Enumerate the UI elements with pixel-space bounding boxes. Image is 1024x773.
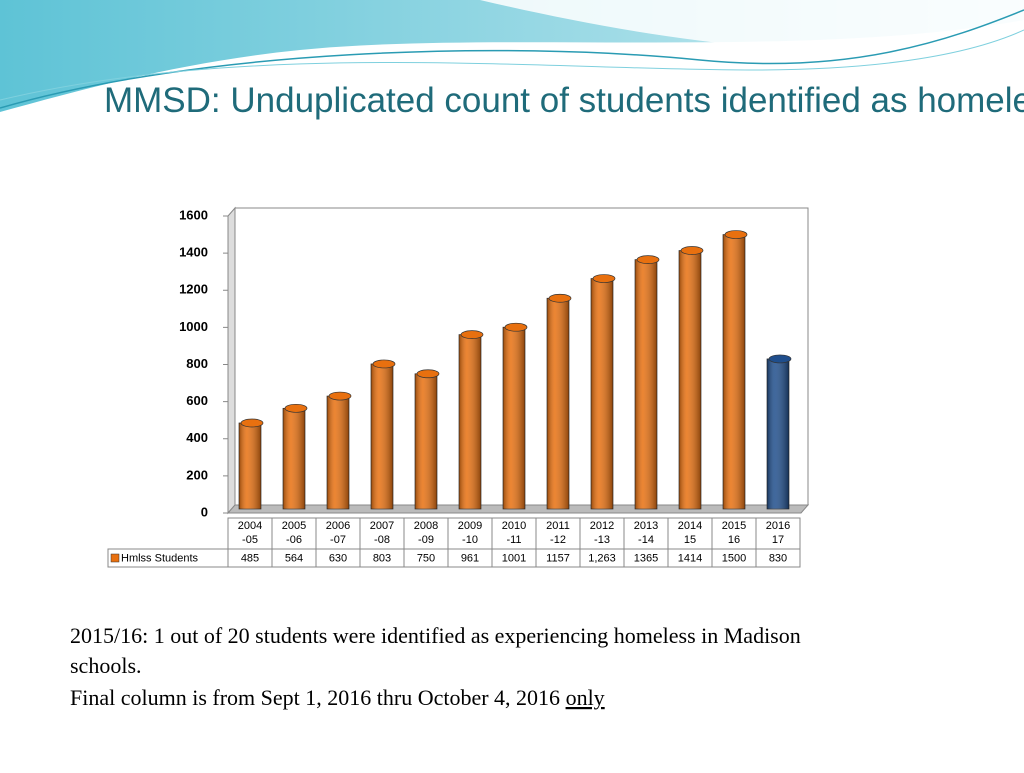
data-label: 1001 bbox=[502, 552, 526, 564]
x-tick-label: 2013 -14 bbox=[634, 520, 658, 546]
y-tick-label: 800 bbox=[186, 356, 208, 371]
bar-shade bbox=[371, 363, 393, 509]
legend-swatch bbox=[110, 553, 120, 563]
side-wall bbox=[227, 206, 236, 515]
y-tick-label: 1400 bbox=[179, 245, 208, 260]
note: Final column is from Sept 1, 2016 thru O… bbox=[70, 685, 605, 710]
data-label: 1365 bbox=[634, 552, 658, 564]
bar-top bbox=[240, 418, 264, 428]
x-tick-label: 2008 -09 bbox=[414, 520, 438, 546]
y-tick-label: 1200 bbox=[179, 282, 208, 297]
note: 2015/16: 1 out of 20 students were ident… bbox=[70, 623, 801, 678]
data-label: 830 bbox=[769, 552, 787, 564]
bar-top bbox=[680, 246, 704, 255]
bar-top bbox=[328, 391, 352, 401]
bar-top bbox=[460, 330, 484, 339]
x-tick-label: 2010 -11 bbox=[502, 520, 526, 546]
y-tick-label: 200 bbox=[186, 467, 208, 482]
bar-shade bbox=[635, 259, 657, 509]
chart-title: MMSD: Unduplicated count of students ide… bbox=[104, 81, 1024, 120]
bar-top bbox=[636, 255, 660, 264]
x-tick-label: 2004 -05 bbox=[238, 520, 262, 546]
x-tick-label: 2015 16 bbox=[722, 520, 746, 546]
bar-shade bbox=[415, 373, 437, 509]
bar-shade bbox=[723, 234, 745, 509]
header-line bbox=[0, 29, 1024, 101]
bar-shade bbox=[547, 298, 569, 509]
bar-top bbox=[724, 230, 748, 239]
bar-shade bbox=[239, 422, 261, 509]
y-tick-label: 1000 bbox=[179, 319, 208, 334]
bar-top bbox=[284, 403, 308, 413]
y-tick-label: 1600 bbox=[179, 207, 208, 222]
x-tick-label: 2014 15 bbox=[678, 520, 702, 546]
note-emphasis: only bbox=[566, 685, 605, 710]
header-wave-light bbox=[480, 0, 1024, 53]
data-label: 803 bbox=[373, 552, 391, 564]
data-label: 961 bbox=[461, 552, 479, 564]
legend-label: Hmlss Students bbox=[121, 552, 199, 564]
data-label: 630 bbox=[329, 552, 347, 564]
x-tick-label: 2016 17 bbox=[766, 520, 790, 546]
bar-shade bbox=[591, 278, 613, 509]
x-tick-label: 2012 -13 bbox=[590, 520, 614, 546]
data-label: 1414 bbox=[678, 552, 702, 564]
bar-shade bbox=[327, 396, 349, 509]
bar-top bbox=[504, 322, 528, 332]
x-tick-label: 2005 -06 bbox=[282, 520, 306, 546]
bar-shade bbox=[767, 358, 789, 509]
bar-top bbox=[548, 293, 572, 303]
bar-top bbox=[416, 369, 440, 379]
data-label: 1,263 bbox=[588, 552, 616, 564]
bar-shade bbox=[503, 327, 525, 509]
data-label: 485 bbox=[241, 552, 259, 564]
bar-shade bbox=[679, 250, 701, 509]
bar-top bbox=[768, 354, 792, 364]
x-tick-label: 2007 -08 bbox=[370, 520, 394, 546]
data-label: 1500 bbox=[722, 552, 746, 564]
y-tick-label: 0 bbox=[201, 504, 208, 519]
bar-shade bbox=[459, 334, 481, 509]
y-tick-label: 600 bbox=[186, 393, 208, 408]
x-tick-label: 2011 -12 bbox=[546, 520, 570, 546]
bar-shade bbox=[283, 408, 305, 509]
y-tick-label: 400 bbox=[186, 430, 208, 445]
bar-top bbox=[592, 274, 616, 283]
table-border bbox=[227, 517, 801, 568]
bar-top bbox=[372, 359, 396, 369]
data-label: 1157 bbox=[546, 552, 570, 564]
data-label: 750 bbox=[417, 552, 435, 564]
data-label: 564 bbox=[285, 552, 303, 564]
x-tick-label: 2009 -10 bbox=[458, 520, 482, 546]
legend-cell bbox=[107, 548, 229, 568]
x-tick-label: 2006 -07 bbox=[326, 520, 350, 546]
note-text: Final column is from Sept 1, 2016 thru O… bbox=[70, 685, 560, 710]
